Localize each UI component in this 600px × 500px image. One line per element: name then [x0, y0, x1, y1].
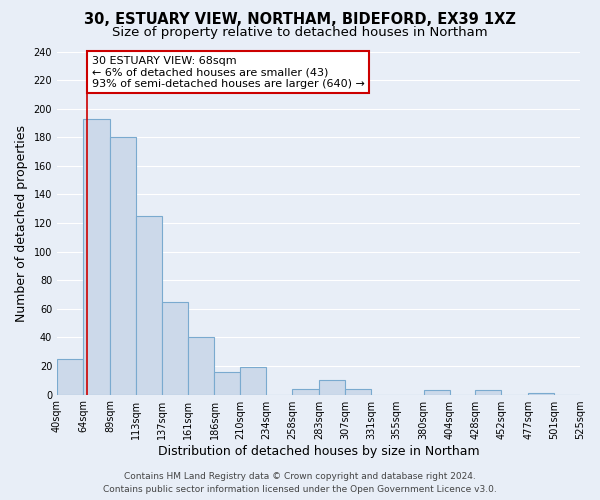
Bar — [161, 302, 188, 394]
Bar — [319, 380, 345, 394]
Bar — [292, 389, 319, 394]
Y-axis label: Number of detached properties: Number of detached properties — [15, 124, 28, 322]
Bar — [136, 216, 161, 394]
Bar — [57, 359, 83, 394]
Text: 30, ESTUARY VIEW, NORTHAM, BIDEFORD, EX39 1XZ: 30, ESTUARY VIEW, NORTHAM, BIDEFORD, EX3… — [84, 12, 516, 28]
Bar — [345, 389, 371, 394]
Text: Contains HM Land Registry data © Crown copyright and database right 2024.
Contai: Contains HM Land Registry data © Crown c… — [103, 472, 497, 494]
X-axis label: Distribution of detached houses by size in Northam: Distribution of detached houses by size … — [158, 444, 479, 458]
Bar — [110, 138, 136, 394]
Bar — [83, 118, 110, 394]
Text: 30 ESTUARY VIEW: 68sqm
← 6% of detached houses are smaller (43)
93% of semi-deta: 30 ESTUARY VIEW: 68sqm ← 6% of detached … — [92, 56, 364, 89]
Bar — [241, 368, 266, 394]
Bar — [528, 393, 554, 394]
Text: Size of property relative to detached houses in Northam: Size of property relative to detached ho… — [112, 26, 488, 39]
Bar — [475, 390, 501, 394]
Bar — [188, 338, 214, 394]
Bar — [214, 372, 241, 394]
Bar — [424, 390, 449, 394]
